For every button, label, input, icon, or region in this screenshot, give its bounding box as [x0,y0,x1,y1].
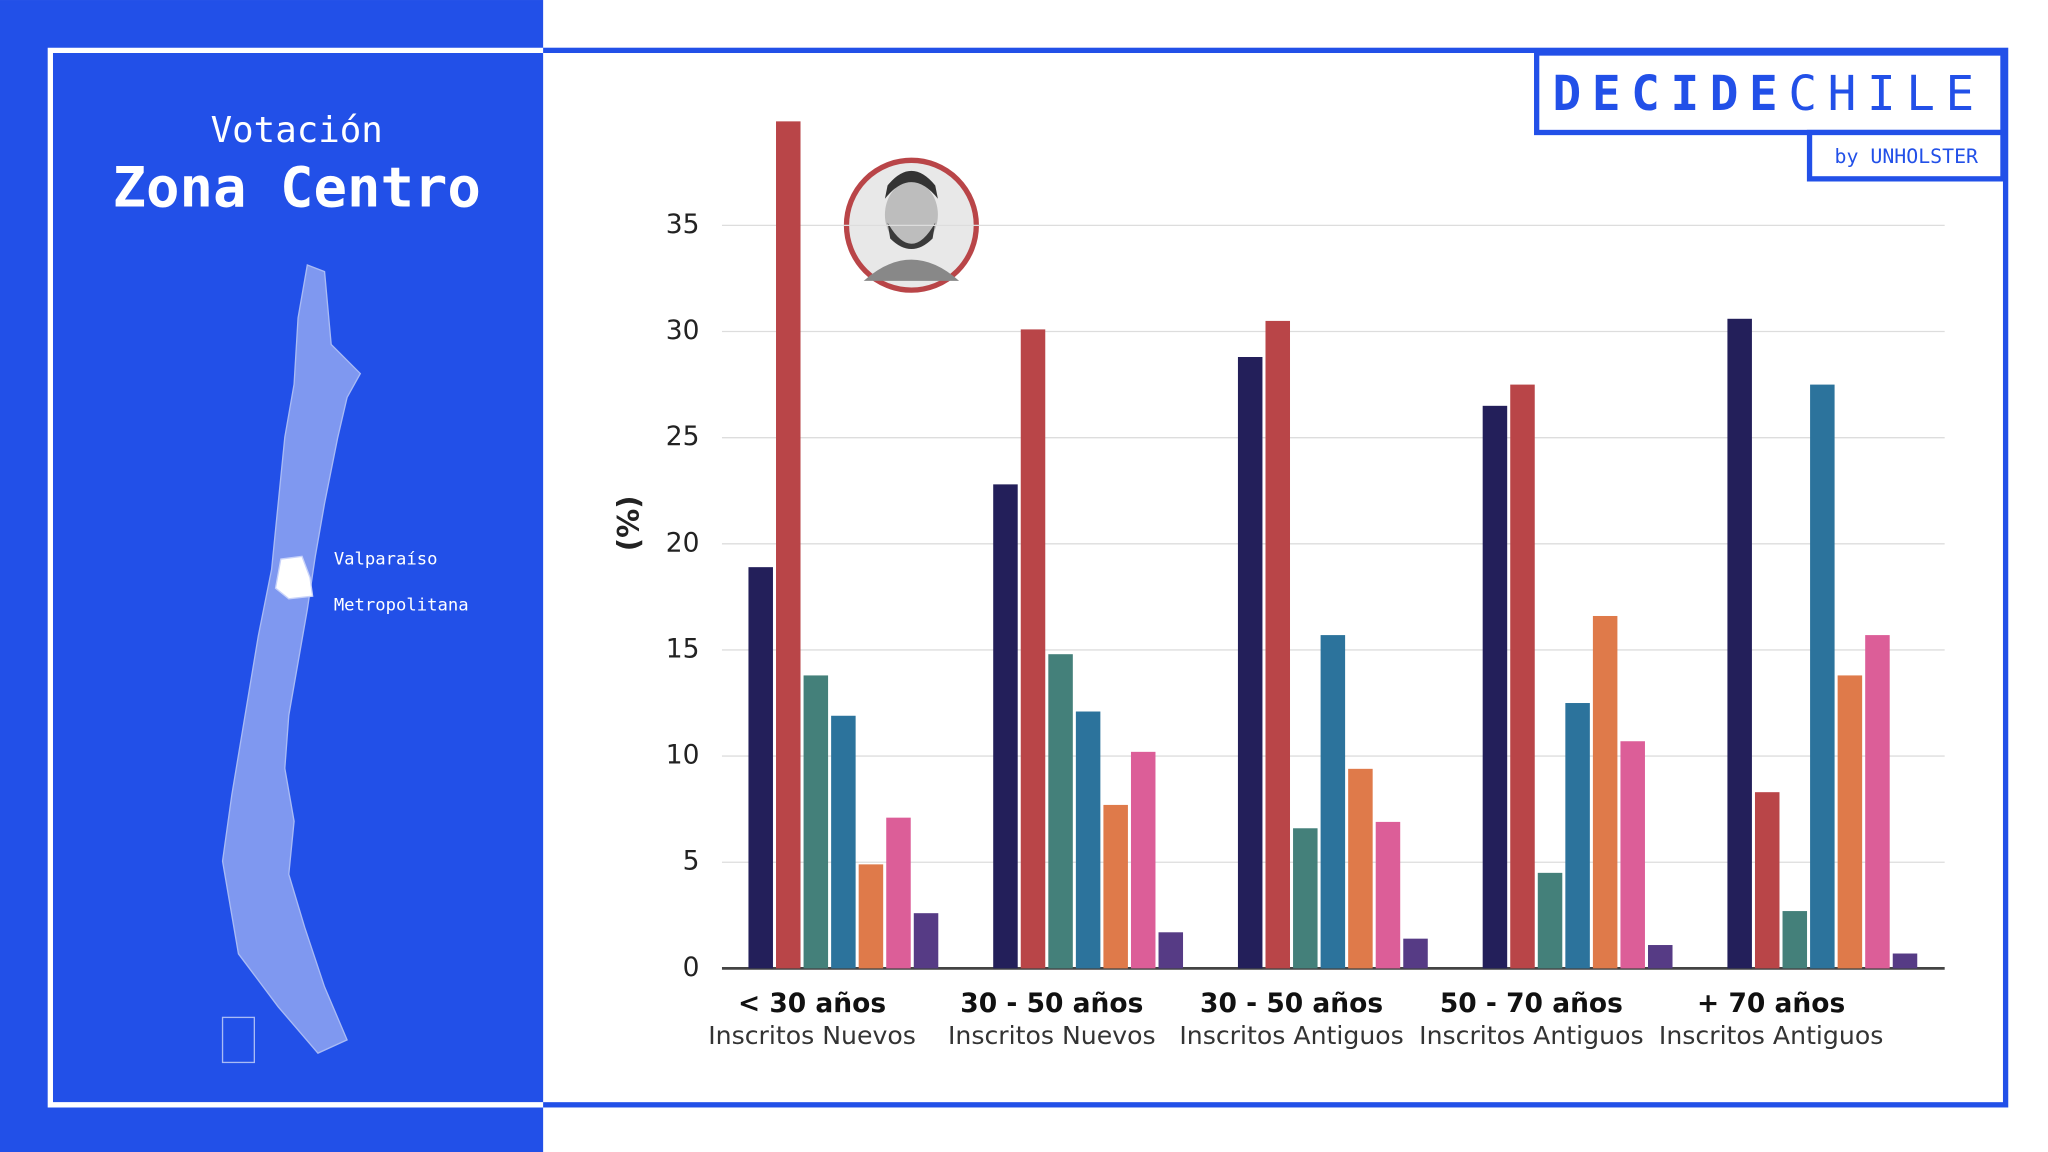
x-tick-label: 30 - 50 años [1200,988,1383,1019]
logo-bold: DECIDE [1553,67,1789,122]
map-highlight [274,555,314,600]
bar [1754,792,1780,969]
bar [1482,405,1508,969]
map-inset [221,1016,256,1064]
bar [1403,938,1428,969]
y-tick-label: 10 [666,740,700,771]
bar [1158,932,1184,969]
bar [1293,828,1318,969]
region-label: Metropolitana [334,596,469,616]
bar [1237,356,1263,969]
bar [1510,384,1535,969]
x-tick-label: + 70 años [1697,988,1845,1019]
bar [803,675,829,969]
y-tick-label: 25 [666,421,700,452]
x-tick-label: < 30 años [738,988,886,1019]
y-axis-label: (%) [612,495,646,551]
bar [831,715,856,969]
bar [1648,945,1673,969]
bar [1565,703,1590,969]
bar [1048,654,1073,969]
bar [1810,384,1835,969]
bar [1892,953,1918,969]
y-tick-label: 20 [666,527,700,558]
bar [1375,821,1401,969]
photo-hair [884,170,938,199]
frame-left [47,47,544,1108]
bar [1020,329,1046,969]
y-tick-label: 5 [683,846,700,877]
photo-face [884,181,938,248]
y-tick-label: 30 [666,315,700,346]
bar [1837,675,1863,969]
bar [993,484,1018,969]
logo-light: CHILE [1788,67,1985,122]
x-tick-sublabel: Inscritos Antiguos [1419,1021,1643,1050]
x-tick-sublabel: Inscritos Nuevos [948,1021,1156,1050]
x-tick-sublabel: Inscritos Nuevos [708,1021,916,1050]
region-label: Valparaíso [334,549,438,569]
bar [1865,635,1890,969]
bar [776,121,801,969]
bar [1592,615,1618,969]
y-tick-label: 35 [666,209,700,240]
x-tick-sublabel: Inscritos Antiguos [1179,1021,1403,1050]
logo: DECIDECHILE [1553,67,1985,122]
x-tick-label: 50 - 70 años [1440,988,1623,1019]
bar [748,567,773,969]
x-tick-sublabel: Inscritos Antiguos [1659,1021,1883,1050]
logo-sub-box [1806,129,2006,182]
bar [1130,751,1156,969]
x-tick-label: 30 - 50 años [960,988,1143,1019]
y-tick-label: 0 [683,952,700,983]
bar [1265,320,1291,969]
panel-subtitle: Votación [211,110,383,151]
photo-beard [887,222,936,250]
logo-sub: by UNHOLSTER [1835,145,1979,168]
bar [1727,318,1752,969]
y-tick-label: 15 [666,633,700,664]
bar [913,913,939,969]
photo-shirt [863,259,960,281]
bar [1537,872,1563,969]
bar [1103,804,1128,969]
map-chile [221,264,362,1054]
bar [1782,911,1808,969]
bar [1320,635,1346,969]
bar [886,817,911,969]
bar [1075,711,1101,969]
panel-title: Zona Centro [113,156,481,221]
bar [1620,741,1645,969]
logo-box [1534,50,2006,136]
bar [1348,768,1373,969]
bar [858,864,884,969]
